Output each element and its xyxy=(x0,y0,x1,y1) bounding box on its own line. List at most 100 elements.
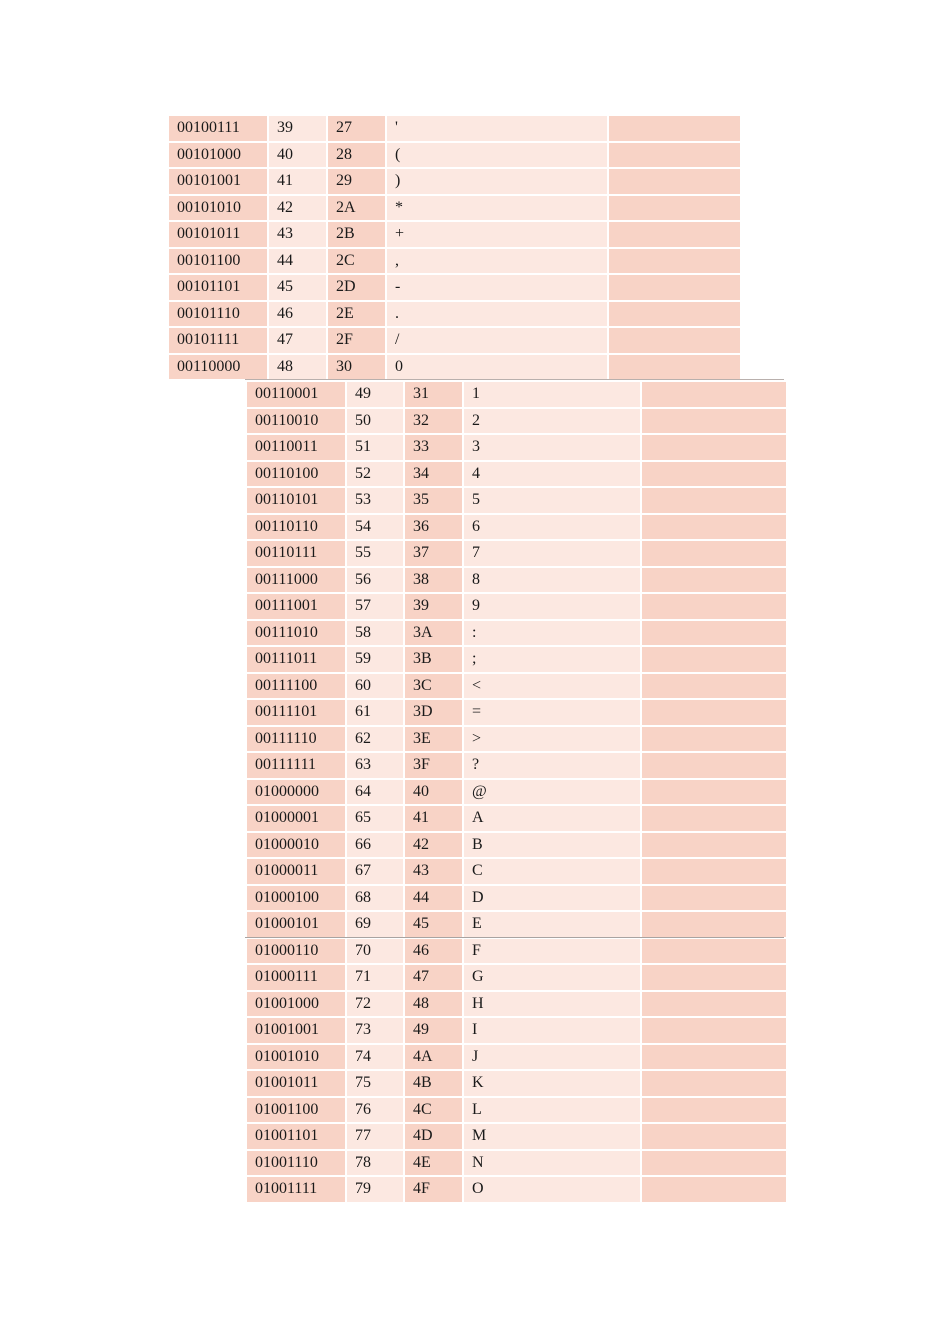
character-cell: ; xyxy=(464,647,640,672)
empty-cell xyxy=(609,301,740,326)
decimal-cell: 78 xyxy=(347,1150,403,1175)
binary-cell: 00100111 xyxy=(169,116,267,141)
empty-cell xyxy=(642,1177,786,1202)
character-cell: H xyxy=(464,991,640,1016)
decimal-cell: 39 xyxy=(269,116,326,141)
character-cell: J xyxy=(464,1044,640,1069)
decimal-cell: 43 xyxy=(269,222,326,247)
table-row: 00110101 53 35 5 xyxy=(247,488,786,513)
empty-cell xyxy=(642,938,786,963)
empty-cell xyxy=(642,965,786,990)
table-row: 00111010 58 3A: xyxy=(247,620,786,645)
hex-cell: 33 xyxy=(405,435,462,460)
binary-cell: 00111011 xyxy=(247,647,345,672)
empty-cell xyxy=(609,354,740,379)
table-row: 01001000 72 48 H xyxy=(247,991,786,1016)
character-cell: O xyxy=(464,1177,640,1202)
binary-cell: 00110010 xyxy=(247,408,345,433)
table-row: 00110010 50 32 2 xyxy=(247,408,786,433)
character-cell: 6 xyxy=(464,514,640,539)
binary-cell: 00111110 xyxy=(247,726,345,751)
binary-cell: 01001101 xyxy=(247,1124,345,1149)
decimal-cell: 71 xyxy=(347,965,403,990)
table-row: 00111001 57 39 9 xyxy=(247,594,786,619)
hex-cell: 2C xyxy=(328,248,385,273)
binary-cell: 00110111 xyxy=(247,541,345,566)
decimal-cell: 57 xyxy=(347,594,403,619)
table-row: 01000100 68 44 D xyxy=(247,885,786,910)
hex-cell: 45 xyxy=(405,912,462,937)
character-cell: 5 xyxy=(464,488,640,513)
hex-cell: 35 xyxy=(405,488,462,513)
hex-cell: 4E xyxy=(405,1150,462,1175)
table-row: 00110111 55 37 7 xyxy=(247,541,786,566)
table-row: 01000111 71 47 G xyxy=(247,965,786,990)
hex-cell: 4C xyxy=(405,1097,462,1122)
decimal-cell: 54 xyxy=(347,514,403,539)
character-cell: . xyxy=(387,301,607,326)
binary-cell: 01000101 xyxy=(247,912,345,937)
table-row: 00111011 59 3B; xyxy=(247,647,786,672)
table-row: 00101000 40 28( xyxy=(169,142,740,167)
binary-cell: 00101100 xyxy=(169,248,267,273)
character-cell: 7 xyxy=(464,541,640,566)
empty-cell xyxy=(642,1124,786,1149)
empty-cell xyxy=(642,382,786,407)
character-cell: F xyxy=(464,938,640,963)
hex-cell: 31 xyxy=(405,382,462,407)
binary-cell: 00101010 xyxy=(169,195,267,220)
hex-cell: 2B xyxy=(328,222,385,247)
decimal-cell: 44 xyxy=(269,248,326,273)
binary-cell: 01001011 xyxy=(247,1071,345,1096)
empty-cell xyxy=(609,328,740,353)
decimal-cell: 48 xyxy=(269,354,326,379)
binary-cell: 00111101 xyxy=(247,700,345,725)
hex-cell: 3D xyxy=(405,700,462,725)
table-row: 00111000 56 38 8 xyxy=(247,567,786,592)
decimal-cell: 70 xyxy=(347,938,403,963)
decimal-cell: 59 xyxy=(347,647,403,672)
hex-cell: 4F xyxy=(405,1177,462,1202)
character-cell: A xyxy=(464,806,640,831)
decimal-cell: 64 xyxy=(347,779,403,804)
hex-cell: 32 xyxy=(405,408,462,433)
decimal-cell: 69 xyxy=(347,912,403,937)
table-row: 00110110 54 36 6 xyxy=(247,514,786,539)
character-cell: 0 xyxy=(387,354,607,379)
hex-cell: 27 xyxy=(328,116,385,141)
decimal-cell: 61 xyxy=(347,700,403,725)
empty-cell xyxy=(642,673,786,698)
hex-cell: 3A xyxy=(405,620,462,645)
character-cell: M xyxy=(464,1124,640,1149)
empty-cell xyxy=(642,912,786,937)
binary-cell: 00101101 xyxy=(169,275,267,300)
binary-cell: 00110110 xyxy=(247,514,345,539)
table-row: 00101010 42 2A * xyxy=(169,195,740,220)
table-row: 00110100 52 34 4 xyxy=(247,461,786,486)
hex-cell: 2A xyxy=(328,195,385,220)
character-cell: B xyxy=(464,832,640,857)
binary-cell: 00110011 xyxy=(247,435,345,460)
table-row: 01001101 77 4D M xyxy=(247,1124,786,1149)
character-cell: 4 xyxy=(464,461,640,486)
empty-cell xyxy=(642,832,786,857)
decimal-cell: 62 xyxy=(347,726,403,751)
table-row: 01000010 66 42 B xyxy=(247,832,786,857)
hex-cell: 39 xyxy=(405,594,462,619)
binary-cell: 01001000 xyxy=(247,991,345,1016)
hex-cell: 44 xyxy=(405,885,462,910)
hex-cell: 48 xyxy=(405,991,462,1016)
character-cell: = xyxy=(464,700,640,725)
table-row: 00110001 49 31 1 xyxy=(247,382,786,407)
character-cell: ' xyxy=(387,116,607,141)
hex-cell: 4D xyxy=(405,1124,462,1149)
hex-cell: 47 xyxy=(405,965,462,990)
decimal-cell: 67 xyxy=(347,859,403,884)
character-cell: + xyxy=(387,222,607,247)
character-cell: I xyxy=(464,1018,640,1043)
table-row: 01001001 73 49 I xyxy=(247,1018,786,1043)
table-row: 00101011 43 2B + xyxy=(169,222,740,247)
decimal-cell: 40 xyxy=(269,142,326,167)
hex-cell: 4A xyxy=(405,1044,462,1069)
binary-cell: 00110000 xyxy=(169,354,267,379)
